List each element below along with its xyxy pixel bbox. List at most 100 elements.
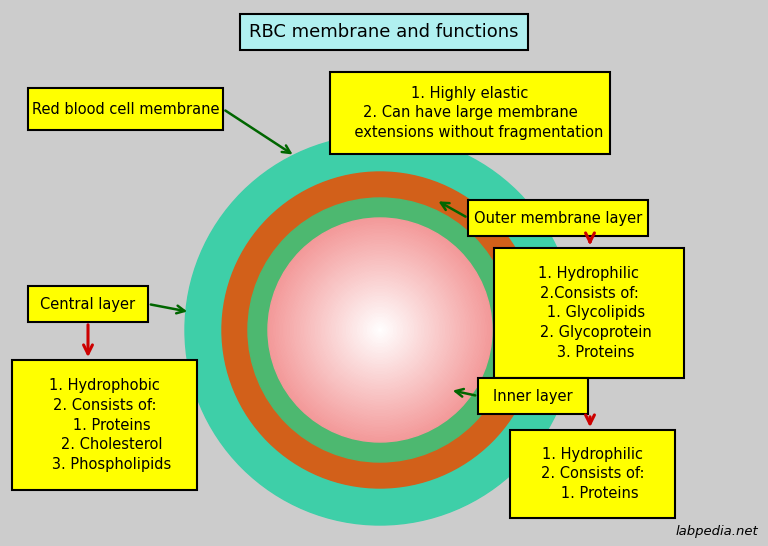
Circle shape (303, 253, 457, 407)
Circle shape (360, 310, 399, 349)
Circle shape (309, 259, 452, 401)
Circle shape (376, 326, 384, 334)
Circle shape (276, 227, 484, 434)
FancyBboxPatch shape (330, 72, 610, 154)
Circle shape (304, 254, 455, 406)
Circle shape (373, 323, 387, 337)
Circle shape (327, 277, 433, 383)
Circle shape (346, 296, 414, 364)
Circle shape (306, 256, 454, 404)
Circle shape (278, 228, 482, 432)
Circle shape (345, 295, 415, 365)
Circle shape (272, 222, 488, 438)
Circle shape (297, 247, 462, 413)
Circle shape (280, 229, 481, 431)
Circle shape (335, 285, 425, 375)
Circle shape (302, 252, 458, 408)
Circle shape (319, 270, 440, 390)
Text: 1. Hydrophobic
2. Consists of:
   1. Proteins
   2. Cholesterol
   3. Phospholip: 1. Hydrophobic 2. Consists of: 1. Protei… (38, 378, 171, 472)
Circle shape (367, 317, 392, 342)
Circle shape (292, 242, 468, 418)
Circle shape (339, 289, 421, 371)
Text: labpedia.net: labpedia.net (675, 525, 758, 538)
Circle shape (355, 305, 406, 355)
Circle shape (326, 275, 435, 384)
FancyBboxPatch shape (494, 248, 684, 378)
Circle shape (363, 313, 397, 347)
Circle shape (285, 235, 475, 425)
FancyBboxPatch shape (28, 286, 148, 322)
Text: Inner layer: Inner layer (493, 389, 573, 403)
Circle shape (296, 246, 464, 414)
Circle shape (343, 292, 418, 368)
Circle shape (268, 218, 492, 442)
FancyBboxPatch shape (28, 88, 223, 130)
FancyBboxPatch shape (12, 360, 197, 490)
Circle shape (356, 306, 404, 354)
Circle shape (338, 288, 422, 372)
Circle shape (358, 307, 402, 352)
Circle shape (185, 135, 575, 525)
Circle shape (310, 260, 450, 400)
FancyBboxPatch shape (478, 378, 588, 414)
Circle shape (369, 319, 391, 341)
Circle shape (324, 274, 436, 386)
Circle shape (321, 271, 439, 389)
Circle shape (317, 267, 443, 393)
Text: 1. Hydrophilic
2. Consists of:
   1. Proteins: 1. Hydrophilic 2. Consists of: 1. Protei… (541, 447, 644, 501)
Circle shape (316, 265, 445, 394)
Text: Outer membrane layer: Outer membrane layer (474, 211, 642, 225)
Circle shape (329, 280, 430, 381)
Text: 1. Hydrophilic
2.Consists of:
   1. Glycolipids
   2. Glycoprotein
   3. Protein: 1. Hydrophilic 2.Consists of: 1. Glycoli… (526, 266, 652, 360)
Circle shape (331, 281, 429, 379)
Circle shape (314, 264, 445, 396)
Circle shape (353, 304, 406, 357)
Circle shape (370, 320, 390, 340)
Text: RBC membrane and functions: RBC membrane and functions (250, 23, 518, 41)
Circle shape (299, 249, 462, 411)
Circle shape (349, 299, 411, 361)
Text: Red blood cell membrane: Red blood cell membrane (31, 102, 219, 116)
Circle shape (343, 294, 416, 366)
Circle shape (374, 324, 386, 336)
Circle shape (273, 224, 486, 436)
Circle shape (290, 240, 469, 419)
Circle shape (270, 219, 491, 441)
Circle shape (328, 278, 432, 382)
Circle shape (362, 312, 398, 348)
Circle shape (348, 298, 412, 362)
Circle shape (352, 302, 408, 358)
Circle shape (359, 309, 401, 351)
Circle shape (280, 230, 479, 429)
Circle shape (222, 172, 538, 488)
Circle shape (248, 198, 512, 462)
Circle shape (319, 269, 442, 391)
Text: 1. Highly elastic
2. Can have large membrane
    extensions without fragmentatio: 1. Highly elastic 2. Can have large memb… (336, 86, 604, 140)
Circle shape (313, 263, 447, 397)
Circle shape (287, 238, 472, 423)
FancyBboxPatch shape (510, 430, 675, 518)
Circle shape (377, 327, 382, 333)
Circle shape (372, 322, 389, 339)
Circle shape (341, 291, 419, 369)
Circle shape (323, 272, 438, 388)
FancyBboxPatch shape (468, 200, 648, 236)
Circle shape (295, 245, 465, 416)
Circle shape (300, 250, 460, 410)
Circle shape (283, 233, 477, 426)
Circle shape (333, 282, 428, 378)
Circle shape (311, 262, 449, 399)
Circle shape (366, 316, 394, 344)
Circle shape (271, 221, 489, 439)
Circle shape (293, 243, 467, 417)
Circle shape (334, 284, 426, 376)
Circle shape (282, 232, 478, 428)
Text: Central layer: Central layer (41, 296, 136, 312)
Circle shape (286, 236, 474, 424)
Circle shape (307, 257, 453, 403)
Circle shape (365, 314, 396, 346)
Circle shape (275, 225, 485, 435)
Circle shape (289, 239, 471, 421)
Circle shape (379, 329, 382, 331)
Circle shape (351, 301, 409, 359)
